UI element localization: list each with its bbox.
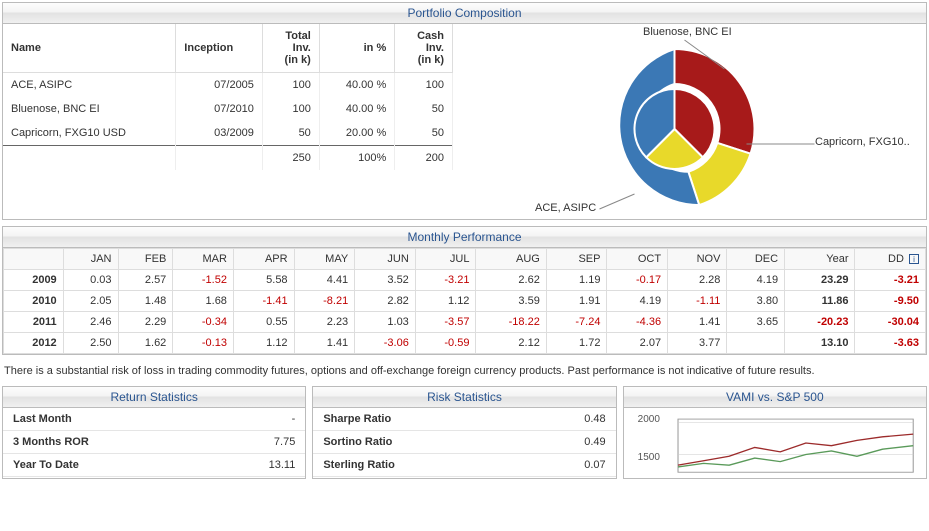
risk-statistics-table: Sharpe Ratio0.48Sortino Ratio0.49Sterlin… [313, 408, 615, 477]
table-row: 20112.462.29-0.340.552.231.03-3.57-18.22… [4, 312, 926, 333]
stats-row: Year To Date13.11 [3, 454, 305, 477]
perf-col-feb: FEB [118, 249, 173, 270]
perf-col-dd: DD i [855, 249, 926, 270]
table-row: 20122.501.62-0.131.121.41-3.06-0.592.121… [4, 333, 926, 354]
col-inception: Inception [176, 24, 263, 73]
return-statistics-table: Last Month-3 Months ROR7.75Year To Date1… [3, 408, 305, 477]
stats-row: 3 Months ROR7.75 [3, 431, 305, 454]
col-name: Name [3, 24, 176, 73]
portfolio-composition-panel: Portfolio Composition Name Inception Tot… [2, 2, 927, 220]
table-row: Bluenose, BNC EI07/201010040.00 %50 [3, 97, 453, 121]
col-pct: in % [319, 24, 394, 73]
table-row: Capricorn, FXG10 USD03/20095020.00 %50 [3, 121, 453, 146]
perf-col-oct: OCT [607, 249, 668, 270]
perf-col-jul: JUL [415, 249, 476, 270]
pie-label-ace: ACE, ASIPC [535, 202, 596, 214]
stats-row: Last Month- [3, 408, 305, 431]
risk-statistics-title: Risk Statistics [313, 387, 615, 408]
vami-panel: VAMI vs. S&P 500 2000 1500 [623, 386, 927, 479]
risk-statistics-panel: Risk Statistics Sharpe Ratio0.48Sortino … [312, 386, 616, 479]
composition-pie-chart: Bluenose, BNC EI Capricorn, FXG10.. ACE,… [453, 24, 926, 219]
table-row: 20102.051.481.68-1.41-8.212.821.123.591.… [4, 291, 926, 312]
disclaimer-text: There is a substantial risk of loss in t… [2, 361, 927, 386]
perf-col-year: Year [785, 249, 855, 270]
vami-title: VAMI vs. S&P 500 [624, 387, 926, 408]
vami-ytick-0: 2000 [638, 414, 660, 425]
perf-col-sep: SEP [546, 249, 607, 270]
perf-col-nov: NOV [668, 249, 727, 270]
stats-row: Sharpe Ratio0.48 [313, 408, 615, 431]
perf-col-may: MAY [294, 249, 355, 270]
table-total-row: 250100%200 [3, 146, 453, 171]
stats-row: Sterling Ratio0.07 [313, 454, 615, 477]
table-row: ACE, ASIPC07/200510040.00 %100 [3, 73, 453, 98]
perf-col-jun: JUN [355, 249, 416, 270]
table-row: 20090.032.57-1.525.584.413.52-3.212.621.… [4, 270, 926, 291]
perf-col-jan: JAN [63, 249, 118, 270]
vami-ytick-1: 1500 [638, 452, 660, 463]
pie-label-capricorn: Capricorn, FXG10.. [815, 136, 910, 148]
portfolio-composition-title: Portfolio Composition [3, 3, 926, 24]
perf-col-aug: AUG [476, 249, 546, 270]
col-cash: CashInv.(in k) [395, 24, 453, 73]
perf-col-mar: MAR [173, 249, 234, 270]
stats-row: Sortino Ratio0.49 [313, 431, 615, 454]
col-total: TotalInv.(in k) [262, 24, 319, 73]
performance-table: JANFEBMARAPRMAYJUNJULAUGSEPOCTNOVDECYear… [3, 248, 926, 354]
info-icon[interactable]: i [909, 254, 919, 264]
perf-col-apr: APR [233, 249, 294, 270]
composition-table: Name Inception TotalInv.(in k) in % Cash… [3, 24, 453, 170]
perf-col-dec: DEC [727, 249, 785, 270]
monthly-performance-title: Monthly Performance [3, 227, 926, 248]
return-statistics-panel: Return Statistics Last Month-3 Months RO… [2, 386, 306, 479]
vami-chart: 2000 1500 [624, 408, 926, 478]
pie-label-bluenose: Bluenose, BNC EI [643, 26, 732, 38]
return-statistics-title: Return Statistics [3, 387, 305, 408]
monthly-performance-panel: Monthly Performance JANFEBMARAPRMAYJUNJU… [2, 226, 927, 355]
